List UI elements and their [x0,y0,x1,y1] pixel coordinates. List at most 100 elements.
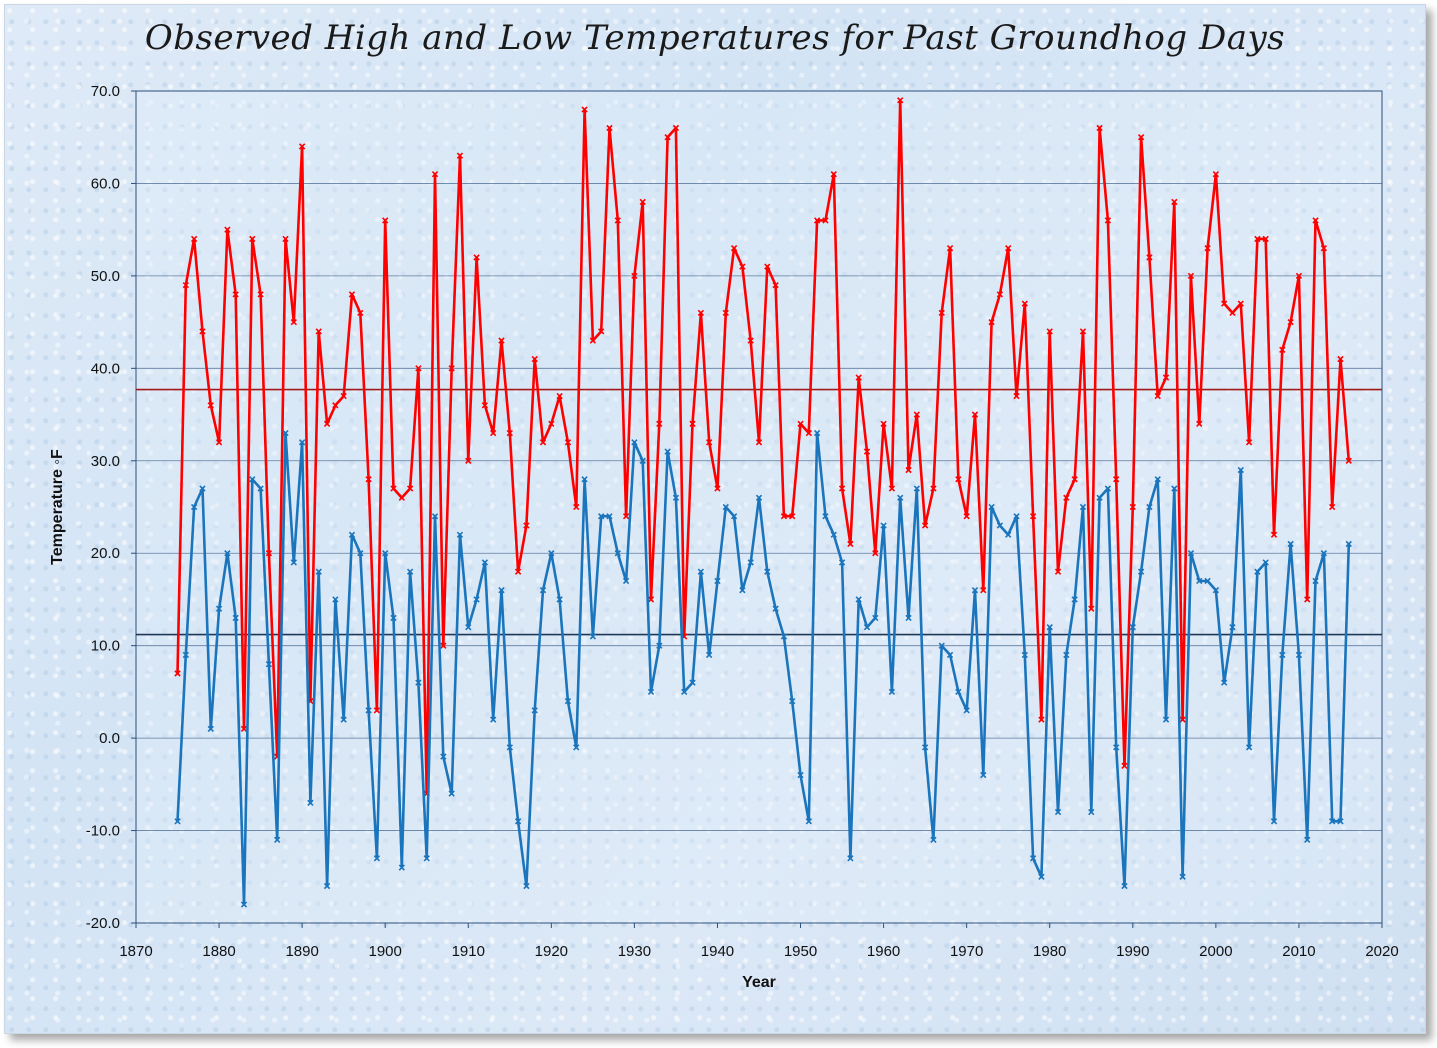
data-point [747,559,754,566]
data-point [598,513,605,520]
data-point [1071,476,1078,483]
data-point [1287,540,1294,548]
data-point [290,559,297,566]
y-tick-label: 40.0 [91,360,120,377]
data-point [490,716,497,723]
data-point [332,596,339,603]
data-point [747,337,754,344]
data-point [1262,235,1269,243]
data-point [689,679,696,686]
series-line-high [176,98,1351,795]
data-point [1312,577,1319,585]
data-point [988,503,995,511]
data-point [1046,328,1053,335]
data-point [1187,272,1195,280]
data-point [1196,420,1203,427]
data-point [1071,596,1078,603]
data-point [465,457,472,464]
data-point [357,550,364,557]
data-point [938,309,945,317]
data-point [182,281,190,289]
data-point [498,337,505,344]
data-point [1079,328,1087,335]
data-point [705,651,713,659]
data-point [1029,855,1037,862]
data-point [207,725,214,733]
data-point [1088,605,1095,612]
data-point [888,485,896,492]
x-tick-label: 1990 [1116,943,1149,960]
data-point [1063,494,1070,501]
data-point [207,402,214,409]
data-point [614,217,621,224]
chart-title: Observed High and Low Temperatures for P… [144,18,1286,58]
data-point [672,494,680,501]
series-line-low [176,431,1351,906]
data-point [963,707,970,714]
data-point [780,633,788,640]
data-point [182,651,190,659]
x-axis-label: Year [742,974,776,991]
data-point [1038,716,1045,723]
data-point [996,522,1004,529]
data-point [1187,550,1195,557]
data-point [473,254,480,261]
data-point [1129,503,1136,511]
data-point [664,448,671,455]
data-point [373,855,381,862]
data-point [539,439,547,446]
data-point [357,309,364,317]
data-point [614,550,621,557]
data-point [1179,873,1186,880]
data-point [282,429,289,437]
data-point [1113,744,1120,751]
data-point [531,707,538,714]
data-point [1096,494,1103,501]
data-point [1270,531,1278,538]
data-point [232,614,239,622]
data-point [1162,374,1170,381]
data-point [838,559,846,566]
data-point [431,171,439,178]
data-point [606,124,613,132]
data-point [971,411,979,418]
data-point [805,818,813,825]
data-point [946,651,954,659]
data-point [1154,476,1161,483]
data-point [872,614,879,622]
data-point [498,587,505,594]
data-point [739,587,746,594]
data-point [980,771,987,779]
data-point [1005,244,1012,252]
data-point [905,614,912,622]
data-point [257,291,264,298]
data-point [481,559,489,566]
data-point [880,522,887,529]
data-point [1046,624,1053,631]
data-point [340,392,347,400]
data-point [390,614,397,622]
data-point [548,420,555,427]
data-point [722,503,729,511]
data-point [1171,485,1178,492]
data-point [805,429,813,437]
data-point [1154,392,1161,400]
data-point [656,642,663,649]
y-tick-label: -20.0 [86,915,120,932]
data-point [714,577,721,585]
data-point [822,217,829,224]
data-point [1029,513,1037,520]
data-point [556,596,563,603]
x-tick-label: 1950 [784,943,817,960]
data-point [639,198,646,206]
data-point [481,402,489,409]
data-point [323,882,331,890]
x-tick-label: 2000 [1199,943,1232,960]
x-tick-label: 1880 [202,943,235,960]
data-point [249,235,256,243]
y-tick-label: 60.0 [91,175,120,192]
data-point [830,531,837,538]
data-point [647,688,655,696]
data-point [838,485,846,492]
